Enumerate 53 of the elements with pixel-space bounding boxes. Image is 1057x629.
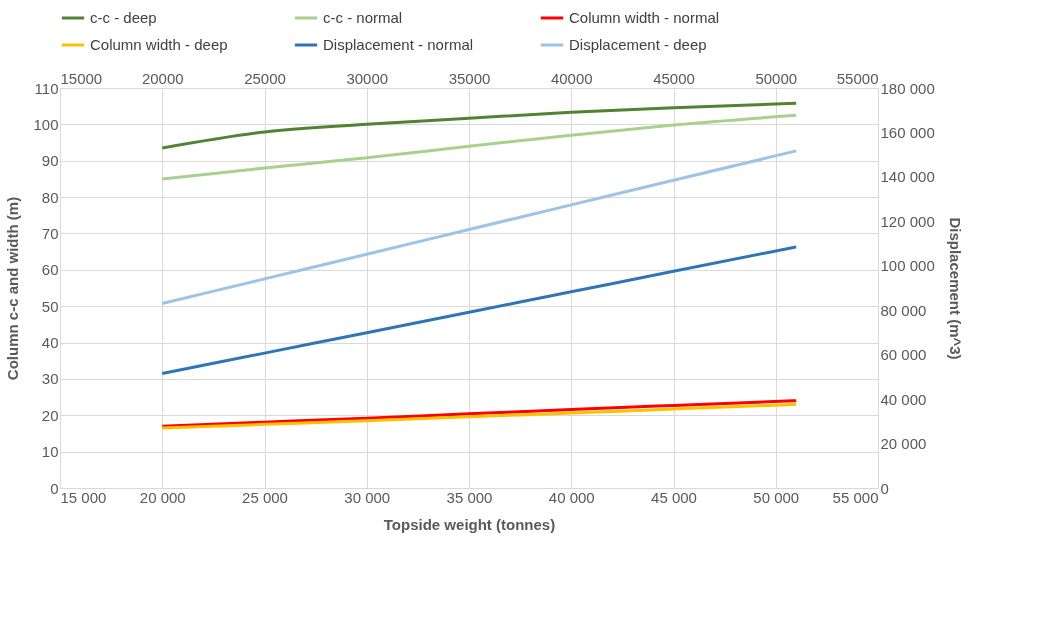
- line-series: [160, 101, 798, 150]
- y-tick-label: 50: [41, 297, 59, 315]
- legend-label: c-c - normal: [323, 9, 403, 26]
- y2-tick-label: 60 000: [880, 346, 927, 364]
- y2-tick-label: 180 000: [880, 79, 935, 97]
- legend-label: c-c - deep: [90, 9, 157, 26]
- y-tick-label: 80: [41, 188, 59, 206]
- legend-label: Displacement - deep: [569, 36, 707, 53]
- x2-tick-label: 15000: [60, 69, 103, 87]
- x2-tick-label: 25000: [244, 69, 286, 87]
- x-tick-label: 25 000: [242, 488, 288, 506]
- x-tick-label: 55 000: [832, 488, 879, 506]
- y2-tick-label: 120 000: [880, 212, 935, 230]
- x2-tick-label: 55000: [836, 69, 879, 87]
- y-tick-label: 90: [41, 152, 59, 170]
- y2-tick-label: 80 000: [880, 301, 927, 319]
- y-tick-label: 70: [41, 224, 59, 242]
- x-tick-label: 45 000: [651, 488, 697, 506]
- x2-tick-label: 35000: [448, 69, 491, 87]
- y-tick-label: 60: [41, 261, 59, 279]
- x-tick-label: 50 000: [753, 488, 800, 506]
- y-tick-label: 20: [41, 406, 59, 424]
- legend-label: Displacement - normal: [323, 36, 474, 53]
- y2-tick-label: 140 000: [880, 168, 935, 186]
- x2-tick-label: 30000: [346, 69, 389, 87]
- x-tick-label: 35 000: [446, 488, 493, 506]
- y2-tick-label: 160 000: [880, 123, 935, 141]
- y2-axis-title: Displacement (m^3): [946, 217, 964, 360]
- line-series: [160, 149, 798, 306]
- y-tick-label: 110: [34, 79, 59, 97]
- x-axis-title: Topside weight (tonnes): [383, 515, 556, 533]
- line-series: [160, 245, 798, 376]
- y-tick-label: 10: [41, 443, 59, 461]
- y2-tick-label: 40 000: [880, 390, 927, 408]
- x2-tick-label: 40000: [550, 69, 593, 87]
- y2-tick-label: 0: [880, 479, 889, 497]
- x2-tick-label: 45000: [653, 69, 695, 87]
- x-tick-label: 15 000: [60, 488, 107, 506]
- y-axis-title: Column c-c and width (m): [4, 196, 22, 381]
- y2-tick-label: 20 000: [880, 435, 927, 453]
- y2-tick-label: 100 000: [880, 257, 935, 275]
- legend-label: Column width - deep: [90, 36, 228, 53]
- legend-label: Column width - normal: [569, 9, 720, 26]
- y-tick-label: 30: [41, 370, 59, 388]
- y-tick-label: 100: [33, 115, 59, 133]
- x-tick-label: 30 000: [344, 488, 391, 506]
- line-series: [160, 113, 798, 181]
- x2-tick-label: 20000: [141, 69, 184, 87]
- x-tick-label: 20 000: [139, 488, 186, 506]
- y-tick-label: 40: [41, 334, 59, 352]
- y-tick-label: 0: [50, 479, 59, 497]
- x-tick-label: 40 000: [548, 488, 595, 506]
- x2-tick-label: 50000: [755, 69, 798, 87]
